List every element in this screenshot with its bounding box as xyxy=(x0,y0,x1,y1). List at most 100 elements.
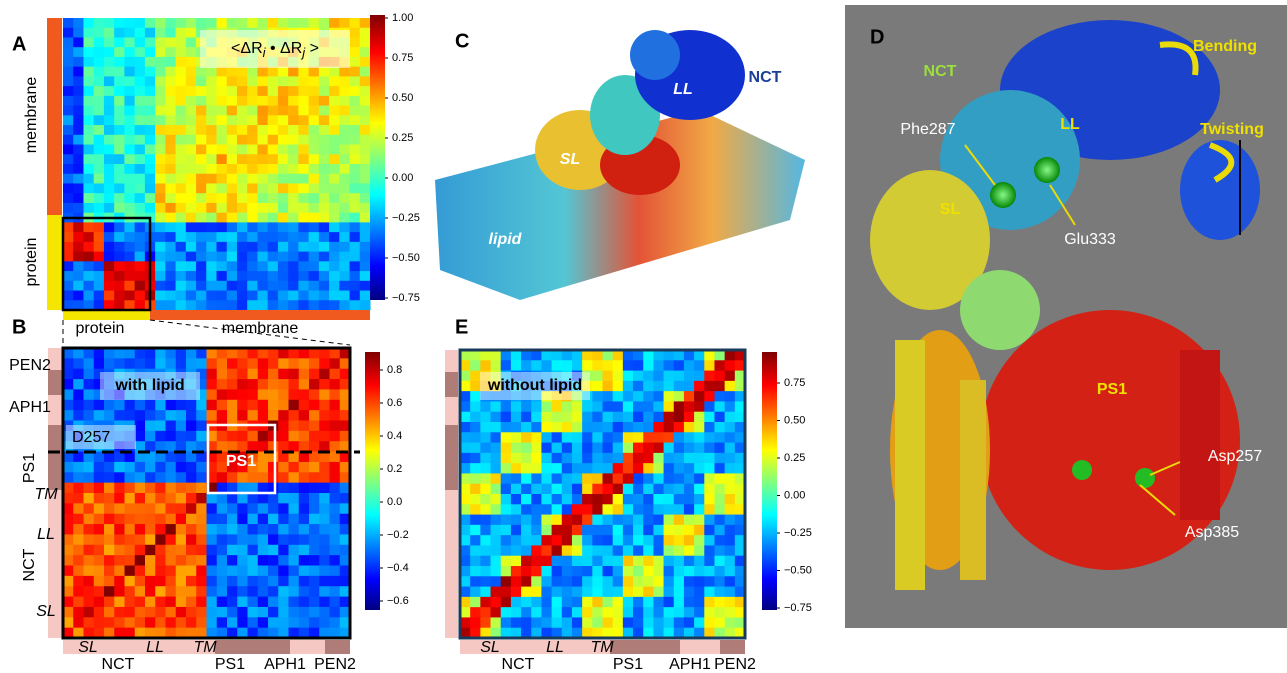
heatmap-cell xyxy=(145,106,156,116)
heatmap-cell xyxy=(289,545,300,556)
heatmap-cell xyxy=(674,545,685,556)
heatmap-cell xyxy=(114,534,125,545)
heatmap-cell xyxy=(196,441,207,452)
heatmap-cell xyxy=(298,174,309,184)
colorbar-tick-label: −0.75 xyxy=(392,292,420,304)
heatmap-cell xyxy=(104,607,115,618)
heatmap-cell xyxy=(562,597,573,608)
heatmap-cell xyxy=(278,183,289,193)
heatmap-cell xyxy=(329,281,340,291)
heatmap-cell xyxy=(227,545,238,556)
heatmap-cell xyxy=(674,360,685,371)
heatmap-cell xyxy=(176,493,187,504)
heatmap-cell xyxy=(237,86,248,96)
heatmap-cell xyxy=(166,514,177,525)
heatmap-cell xyxy=(592,371,603,382)
heatmap-cell xyxy=(350,164,361,174)
heatmap-cell xyxy=(360,300,371,310)
heatmap-cell xyxy=(135,514,146,525)
heatmap-cell xyxy=(217,389,228,400)
heatmap-cell xyxy=(237,135,248,145)
heatmap-cell xyxy=(145,203,156,213)
heatmap-cell xyxy=(298,281,309,291)
heatmap-cell xyxy=(684,412,695,423)
heatmap-cell xyxy=(319,154,330,164)
heatmap-cell xyxy=(339,96,350,106)
heatmap-cell xyxy=(63,472,74,483)
heatmap-cell xyxy=(145,586,156,597)
heatmap-cell xyxy=(186,125,197,135)
heatmap-cell xyxy=(319,242,330,252)
heatmap-cell xyxy=(63,86,74,96)
heatmap-cell xyxy=(278,586,289,597)
heatmap-cell xyxy=(83,106,94,116)
heatmap-cell xyxy=(104,76,115,86)
heatmap-cell xyxy=(350,154,361,164)
heatmap-cell xyxy=(124,183,135,193)
heatmap-cell xyxy=(63,462,74,473)
heatmap-cell xyxy=(165,242,176,252)
heatmap-cell xyxy=(360,86,371,96)
heatmap-cell xyxy=(176,586,187,597)
heatmap-cell xyxy=(633,401,644,412)
heatmap-cell xyxy=(704,432,715,443)
heatmap-cell xyxy=(714,473,725,484)
heatmap-cell xyxy=(319,483,330,494)
heatmap-cell xyxy=(674,515,685,526)
heatmap-cell xyxy=(592,484,603,495)
heatmap-cell xyxy=(258,379,269,390)
heatmap-cell xyxy=(186,566,197,577)
heatmap-cell xyxy=(501,587,512,598)
heatmap-cell xyxy=(289,597,300,608)
heatmap-cell xyxy=(247,252,258,262)
heatmap-cell xyxy=(298,183,309,193)
heatmap-cell xyxy=(145,483,156,494)
heatmap-cell xyxy=(135,441,146,452)
heatmap-cell xyxy=(350,67,361,77)
heatmap-cell xyxy=(247,271,258,281)
heatmap-cell xyxy=(207,545,218,556)
heatmap-cell xyxy=(319,125,330,135)
heatmap-cell xyxy=(562,515,573,526)
heatmap-cell xyxy=(623,422,634,433)
heatmap-cell xyxy=(237,125,248,135)
heatmap-cell xyxy=(135,607,146,618)
heatmap-cell xyxy=(186,586,197,597)
heatmap-cell xyxy=(247,300,258,310)
heatmap-cell xyxy=(145,358,156,369)
heatmap-cell xyxy=(207,555,218,566)
heatmap-cell xyxy=(562,473,573,484)
heatmap-cell xyxy=(288,300,299,310)
heatmap-cell xyxy=(653,432,664,443)
heatmap-cell xyxy=(63,400,74,411)
heatmap-cell xyxy=(186,410,197,421)
heatmap-cell xyxy=(330,421,341,432)
heatmap-cell xyxy=(186,222,197,232)
heatmap-cell xyxy=(227,135,238,145)
heatmap-cell xyxy=(165,174,176,184)
colorbar xyxy=(365,352,380,610)
heatmap-cell xyxy=(278,597,289,608)
heatmap-cell xyxy=(237,369,248,380)
heatmap-cell xyxy=(227,534,238,545)
heatmap-cell xyxy=(298,96,309,106)
heatmap-cell xyxy=(714,422,725,433)
heatmap-cell xyxy=(104,37,115,47)
col-label: LL xyxy=(546,639,564,656)
heatmap-cell xyxy=(460,412,471,423)
heatmap-cell xyxy=(299,617,310,628)
heatmap-cell xyxy=(135,566,146,577)
heatmap-cell xyxy=(562,556,573,567)
heatmap-cell xyxy=(704,371,715,382)
heatmap-cell xyxy=(73,145,84,155)
heatmap-cell xyxy=(84,462,95,473)
heatmap-cell xyxy=(603,453,614,464)
heatmap-cell xyxy=(531,504,542,515)
heatmap-cell xyxy=(552,545,563,556)
heatmap-cell xyxy=(217,183,228,193)
heatmap-cell xyxy=(83,242,94,252)
heatmap-cell xyxy=(511,494,522,505)
heatmap-cell xyxy=(653,412,664,423)
heatmap-cell xyxy=(319,86,330,96)
heatmap-cell xyxy=(684,515,695,526)
